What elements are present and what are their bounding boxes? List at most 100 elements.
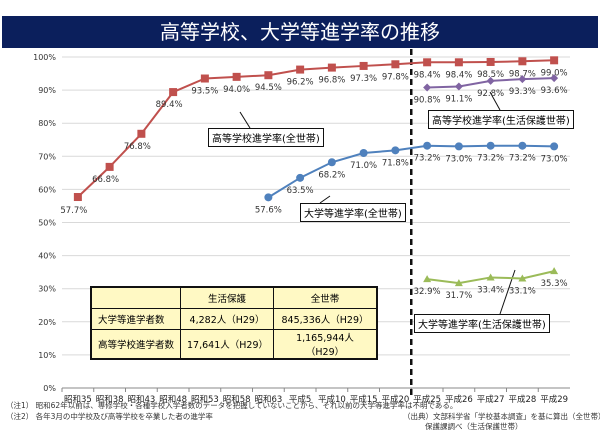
- data-point-triangle: [550, 267, 559, 275]
- data-point-circle: [518, 141, 527, 150]
- label-university-all: 大学等進学率(全世帯): [300, 203, 406, 222]
- data-label: 93.3%: [509, 87, 536, 97]
- x-tick-label: 平成20: [381, 394, 409, 405]
- data-point-triangle: [454, 279, 463, 287]
- data-point-circle: [359, 148, 368, 157]
- data-point-square: [169, 88, 178, 97]
- data-label: 73.2%: [414, 154, 441, 164]
- data-label: 91.1%: [445, 94, 472, 104]
- data-label: 93.6%: [541, 86, 568, 96]
- data-label: 98.4%: [414, 70, 441, 80]
- data-label: 33.4%: [477, 285, 504, 295]
- data-label: 89.4%: [156, 100, 183, 110]
- data-label: 71.0%: [350, 161, 377, 171]
- y-tick-label: 40%: [38, 252, 56, 261]
- note-2: （注2） 各年3月の中学校及び高等学校を卒業した者の進学率: [6, 412, 213, 421]
- data-label: 96.8%: [318, 76, 345, 86]
- source-2: 保護課調べ（生活保護世帯）: [425, 422, 523, 431]
- data-point-square: [486, 57, 495, 66]
- data-label: 98.5%: [477, 70, 504, 80]
- data-point-circle: [391, 146, 400, 155]
- y-tick-label: 10%: [38, 351, 56, 360]
- data-label: 94.5%: [255, 83, 282, 93]
- data-label: 63.5%: [287, 186, 314, 196]
- x-tick-label: 平成25: [413, 394, 441, 405]
- series-line: [77, 59, 555, 198]
- table-cell: 845,336人（H29）: [273, 308, 378, 330]
- data-point-square: [137, 129, 146, 138]
- data-label: 57.7%: [60, 206, 87, 216]
- data-label: 73.0%: [445, 154, 472, 164]
- table-row: 大学等進学者数 4,282人（H29） 845,336人（H29）: [90, 308, 378, 330]
- note-1: （注1） 昭和62年以前は、専修学校・各種学校入学者数のデータを把握していないこ…: [6, 401, 458, 410]
- x-tick-label: 昭和43: [127, 395, 155, 405]
- table-header: [90, 286, 182, 309]
- table-cell: 高等学校進学者数: [90, 329, 182, 360]
- data-point-square: [264, 71, 273, 80]
- x-tick-label: 平成15: [350, 394, 378, 405]
- data-label: 57.6%: [255, 205, 282, 215]
- data-point-square: [232, 72, 241, 81]
- x-tick-label: 平成28: [508, 394, 536, 405]
- y-tick-label: 60%: [38, 185, 56, 194]
- data-point-diamond: [454, 82, 463, 91]
- source-1: （出典）文部科学省「学校基本調査」を基に算出（全世帯）: [403, 412, 600, 421]
- x-tick-label: 昭和35: [64, 395, 92, 405]
- data-label: 97.3%: [350, 74, 377, 84]
- y-tick-label: 0%: [43, 384, 56, 393]
- x-tick-label: 平成29: [540, 394, 568, 405]
- y-tick-label: 50%: [38, 219, 56, 228]
- x-tick-label: 平成10: [318, 394, 346, 405]
- data-point-circle: [486, 141, 495, 150]
- table-cell: 4,282人（H29）: [180, 308, 275, 330]
- data-point-circle: [423, 141, 432, 150]
- x-tick-label: 平成5: [289, 394, 311, 405]
- series-line: [267, 144, 555, 199]
- y-tick-label: 30%: [38, 285, 56, 294]
- x-tick-label: 昭和38: [96, 395, 124, 405]
- data-point-square: [73, 193, 82, 202]
- table-header: 生活保護: [180, 286, 275, 309]
- data-point-circle: [550, 142, 559, 151]
- data-label: 93.5%: [191, 87, 218, 97]
- data-label: 98.4%: [445, 70, 472, 80]
- label-high-school-welfare: 高等学校進学率(生活保護世帯): [428, 110, 574, 129]
- data-point-circle: [454, 142, 463, 151]
- x-tick-label: 平成26: [445, 394, 473, 405]
- data-label: 73.2%: [509, 154, 536, 164]
- x-tick-label: 昭和63: [254, 395, 282, 405]
- table-header: 全世帯: [273, 286, 378, 309]
- data-label: 94.0%: [223, 85, 250, 95]
- data-label: 32.9%: [414, 287, 441, 297]
- callout-leader: [239, 111, 251, 129]
- y-tick-label: 80%: [38, 119, 56, 128]
- data-point-square: [454, 58, 463, 67]
- x-tick-label: 昭和58: [223, 395, 251, 405]
- data-label: 92.8%: [477, 89, 504, 99]
- data-label: 90.8%: [414, 95, 441, 105]
- data-label: 35.3%: [541, 279, 568, 289]
- label-university-welfare: 大学等進学率(生活保護世帯): [414, 314, 550, 333]
- callout-leader: [319, 195, 331, 204]
- data-point-circle: [296, 173, 305, 182]
- data-point-triangle: [423, 275, 432, 283]
- data-point-square: [327, 63, 336, 72]
- table-cell: 大学等進学者数: [90, 308, 182, 330]
- callout-leader: [489, 91, 501, 111]
- data-label: 73.2%: [477, 154, 504, 164]
- table-cell: 1,165,944人（H29）: [273, 329, 378, 360]
- page-title: 高等学校、大学等進学率の推移: [2, 16, 598, 48]
- data-label: 98.7%: [509, 69, 536, 79]
- data-label: 33.1%: [509, 286, 536, 296]
- data-point-diamond: [550, 74, 559, 83]
- data-label: 99.0%: [541, 68, 568, 78]
- data-point-square: [200, 74, 209, 83]
- x-tick-label: 昭和48: [159, 395, 187, 405]
- data-label: 66.8%: [92, 175, 119, 185]
- stats-table: 生活保護 全世帯 大学等進学者数 4,282人（H29） 845,336人（H29） …: [90, 286, 379, 360]
- y-tick-label: 90%: [38, 86, 56, 95]
- label-high-school-all: 高等学校進学率(全世帯): [208, 128, 324, 147]
- data-label: 96.2%: [287, 78, 314, 88]
- table-cell: 17,641人（H29）: [180, 329, 275, 360]
